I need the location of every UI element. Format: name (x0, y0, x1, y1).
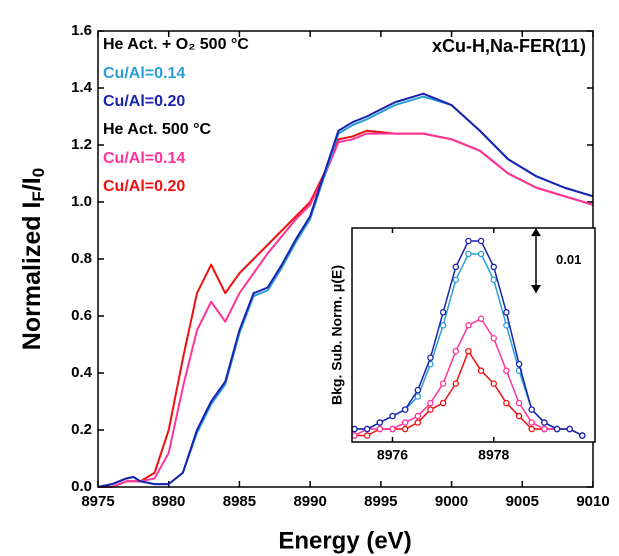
x-tick-label: 8985 (223, 493, 256, 510)
series-line (97, 92, 594, 488)
x-tick-label: 8990 (293, 493, 326, 510)
marker (477, 250, 485, 258)
marker (465, 322, 472, 329)
x-axis-label: Energy (eV) (278, 527, 411, 554)
marker (439, 309, 447, 316)
marker (465, 347, 472, 355)
marker (541, 419, 548, 426)
legend-group-title: He Act. 500 °C (103, 121, 212, 138)
marker (427, 399, 434, 407)
marker (452, 380, 460, 387)
legend-group-title: He Act. + O₂ 500 °C (103, 36, 249, 53)
marker (363, 432, 371, 439)
marker (414, 386, 422, 394)
legend-label: Cu/Al=0.14 (103, 150, 185, 167)
marker (503, 367, 510, 374)
legend-label: Cu/Al=0.20 (103, 178, 185, 195)
legend-label: Cu/Al=0.14 (103, 65, 185, 82)
marker (414, 393, 422, 400)
x-tick-label: 8976 (377, 447, 408, 463)
y-axis-label: Normalized IF/I0 (18, 168, 49, 350)
y-tick-label: 0.2 (71, 421, 92, 438)
marker (515, 399, 523, 407)
marker (363, 425, 371, 433)
x-tick-label: 8995 (364, 493, 397, 510)
y-axis-label-part: Normalized I (18, 202, 46, 351)
marker (528, 425, 535, 433)
y-tick-label: 0.8 (71, 250, 92, 267)
x-tick-label: 8978 (478, 447, 509, 463)
marker (566, 425, 573, 433)
marker (427, 354, 434, 361)
marker (579, 432, 586, 439)
marker (439, 322, 447, 329)
y-tick-label: 0.6 (71, 307, 92, 324)
y-tick-label: 1.0 (71, 193, 92, 210)
y-axis-label-part: /I (18, 177, 46, 191)
x-tick-label: 8975 (81, 493, 114, 510)
marker (439, 380, 447, 387)
y-tick-label: 1.6 (71, 22, 92, 39)
marker (477, 367, 485, 374)
marker (477, 237, 485, 245)
marker (439, 399, 447, 407)
scale-bar-label: 0.01 (556, 252, 581, 267)
legend-label: Cu/Al=0.20 (103, 93, 185, 110)
marker (490, 380, 497, 387)
marker (427, 406, 434, 413)
marker (515, 412, 523, 420)
y-tick-label: 0.4 (71, 364, 93, 381)
marker (414, 419, 422, 426)
y-tick-label: 0.0 (71, 478, 92, 495)
marker (490, 276, 497, 284)
marker (477, 315, 485, 323)
marker (401, 406, 409, 413)
marker (401, 419, 409, 426)
marker (528, 406, 535, 413)
y-axis-label-part: 0 (29, 168, 48, 177)
marker (414, 412, 422, 420)
marker (452, 263, 460, 271)
axes-frame (351, 227, 596, 443)
scale-bar-arrow (531, 228, 541, 293)
y-tick-label: 1.4 (71, 79, 93, 96)
marker (465, 237, 472, 245)
x-tick-label: 9005 (506, 493, 539, 510)
annotation: xCu-H,Na-FER(11) (432, 36, 586, 56)
marker (490, 263, 497, 271)
marker (401, 425, 409, 433)
inset-y-label: Bkg. Sub. Norm. μ(E) (329, 265, 345, 405)
marker (528, 419, 535, 426)
marker (503, 309, 510, 316)
marker (490, 334, 497, 342)
y-axis-label-part: F (29, 191, 48, 201)
marker (389, 425, 396, 433)
marker (465, 250, 472, 258)
x-tick-label: 9000 (435, 493, 468, 510)
x-tick-label: 8980 (152, 493, 185, 510)
marker (503, 399, 510, 407)
plot-area (352, 228, 595, 442)
y-tick-label: 1.2 (71, 136, 92, 153)
x-tick-label: 9010 (576, 493, 609, 510)
marker (553, 425, 561, 433)
series-line (98, 132, 594, 488)
marker (376, 425, 384, 433)
marker (452, 347, 460, 355)
marker (376, 419, 384, 426)
marker (503, 322, 510, 329)
marker (452, 276, 460, 284)
marker (515, 360, 523, 368)
marker (541, 425, 548, 433)
marker (389, 412, 396, 420)
